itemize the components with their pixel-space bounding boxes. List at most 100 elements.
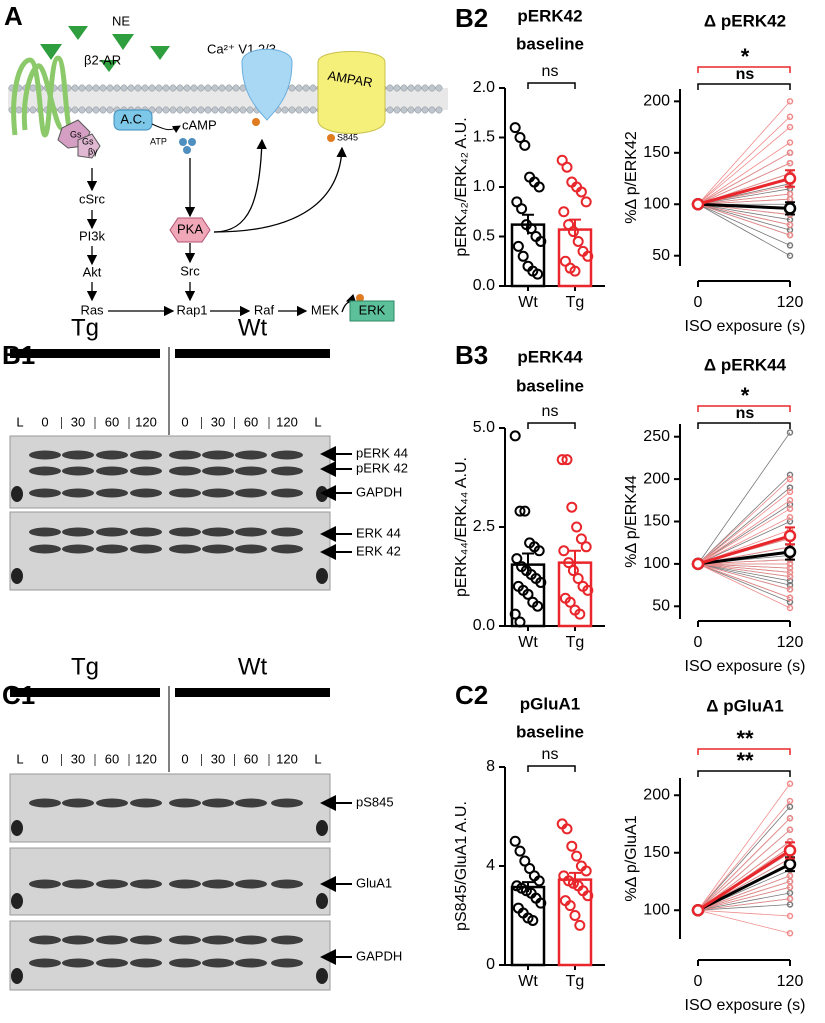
band (169, 450, 201, 460)
lipid (288, 106, 296, 114)
individual-line (697, 508, 791, 565)
band (202, 466, 234, 476)
lane-label: 30 (71, 751, 85, 766)
individual-point (786, 884, 794, 891)
band (235, 544, 267, 554)
lane-label: 0 (181, 414, 188, 429)
lipid (71, 106, 79, 114)
group-label: Wt (238, 653, 268, 680)
label: Raf (254, 302, 275, 317)
x-tick-label: 120 (777, 294, 804, 311)
label: PKA (177, 221, 203, 236)
band (62, 798, 94, 808)
annotation: ns (542, 746, 559, 763)
y-tick-label: 150 (643, 844, 670, 861)
band (271, 798, 303, 808)
group-label: Tg (71, 314, 99, 341)
label: cAMP (182, 117, 217, 132)
y-tick-label: 100 (643, 901, 670, 918)
label: ATP (150, 136, 167, 146)
lipid (183, 106, 191, 114)
individual-line (697, 563, 791, 573)
lipid (204, 106, 212, 114)
blot (9, 773, 331, 843)
individual-line (697, 563, 791, 603)
y-tick-label: 150 (643, 513, 670, 530)
individual-point (786, 98, 794, 105)
data-point (571, 521, 583, 533)
chart-title: pGluA1 (520, 694, 580, 713)
x-tick-label: 120 (777, 973, 804, 990)
individual-line (697, 881, 791, 911)
lipid (78, 106, 86, 114)
label: MEK (311, 302, 340, 317)
lipid (78, 84, 86, 92)
individual-line (697, 875, 791, 911)
lane-label: L (16, 414, 23, 429)
annotation: ns (736, 66, 755, 83)
lipid (435, 84, 443, 92)
data-point (567, 565, 579, 577)
mean-point (691, 557, 705, 571)
individual-point (786, 475, 794, 483)
lipid (239, 106, 247, 114)
mean-point (691, 904, 705, 917)
individual-point (786, 797, 794, 805)
lipid (120, 84, 128, 92)
x-tick-label: Tg (566, 973, 585, 990)
individual-point (786, 221, 794, 229)
phospho (327, 134, 335, 142)
lipid (197, 106, 205, 114)
lane-label: 0 (41, 751, 48, 766)
individual-line (697, 203, 791, 226)
lipid (232, 84, 240, 92)
band (235, 935, 267, 945)
mean-point (691, 198, 705, 211)
label: Gs (82, 136, 94, 146)
individual-line (697, 193, 791, 205)
individual-line (697, 886, 791, 911)
data-point (533, 181, 545, 193)
band (62, 958, 94, 968)
mean-line (697, 849, 791, 912)
panel-label: B2 (455, 3, 488, 33)
band-label: pERK 42 (356, 460, 408, 475)
band (202, 450, 234, 460)
data-point (561, 161, 573, 173)
y-tick-label: 0 (486, 956, 495, 973)
lane-label: L (16, 751, 23, 766)
individual-line (697, 203, 791, 231)
y-tick-label: 100 (643, 555, 670, 572)
individual-line (697, 504, 791, 565)
lipid (414, 106, 422, 114)
lipid (134, 84, 142, 92)
lane-label: 30 (211, 751, 225, 766)
lane-label: 120 (276, 414, 298, 429)
bracket (527, 765, 576, 772)
band (202, 544, 234, 554)
chart-title: Δ pGluA1 (706, 696, 783, 715)
camp-molecules (179, 138, 196, 154)
ladder (11, 820, 23, 836)
bracket (527, 82, 576, 89)
label: Akt (83, 264, 102, 279)
mean-line (697, 534, 791, 566)
band (29, 466, 61, 476)
annotation: ** (736, 726, 754, 751)
band (29, 935, 61, 945)
individual-line (697, 142, 791, 205)
data-point (580, 865, 592, 877)
lipid (400, 106, 408, 114)
y-tick-label: 2.0 (473, 79, 495, 96)
y-axis-label: %Δ p/ERK42 (623, 131, 640, 224)
individual-point (786, 912, 794, 920)
label: ERK (359, 302, 386, 317)
band (29, 798, 61, 808)
y-tick-label: 4 (486, 857, 495, 874)
lipid (29, 106, 37, 114)
lane-label: 60 (105, 751, 119, 766)
mean-point (783, 172, 797, 185)
annotation: ns (542, 403, 559, 420)
data-point (512, 240, 524, 252)
data-point (514, 616, 526, 628)
